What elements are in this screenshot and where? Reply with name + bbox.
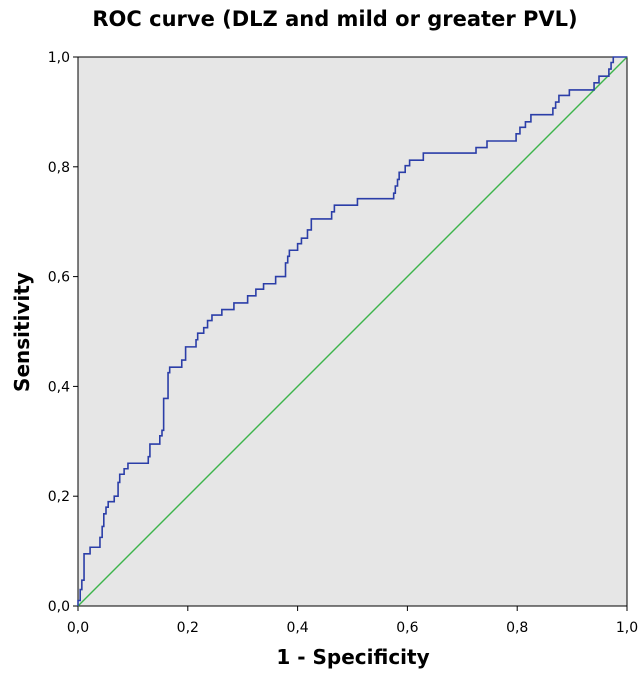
- chart-title: ROC curve (DLZ and mild or greater PVL): [92, 7, 577, 31]
- x-tick-label: 0,6: [396, 620, 418, 636]
- y-tick-label: 0,6: [48, 270, 70, 286]
- axis-ticks: [73, 56, 628, 611]
- y-tick-label: 0,8: [48, 160, 70, 176]
- y-tick-label: 0,2: [48, 489, 70, 505]
- y-axis-title: Sensitivity: [10, 272, 34, 392]
- x-axis-title: 1 - Specificity: [276, 645, 429, 669]
- x-tick-label: 0,8: [506, 620, 528, 636]
- reference-diagonal-line: [77, 56, 628, 607]
- y-tick-label: 0,0: [48, 599, 70, 615]
- y-tick-label: 0,4: [48, 379, 70, 395]
- x-tick-label: 0,0: [67, 620, 89, 636]
- roc-curve-line: [77, 56, 627, 606]
- x-tick-label: 0,4: [286, 620, 308, 636]
- axis-tick-labels: 0,0 0,2 0,4 0,6 0,8 1,0 0,0 0,2 0,4 0,6 0,8 1,0: [48, 50, 638, 636]
- x-tick-label: 1,0: [616, 620, 638, 636]
- y-tick-label: 1,0: [48, 50, 70, 66]
- x-tick-label: 0,2: [177, 620, 199, 636]
